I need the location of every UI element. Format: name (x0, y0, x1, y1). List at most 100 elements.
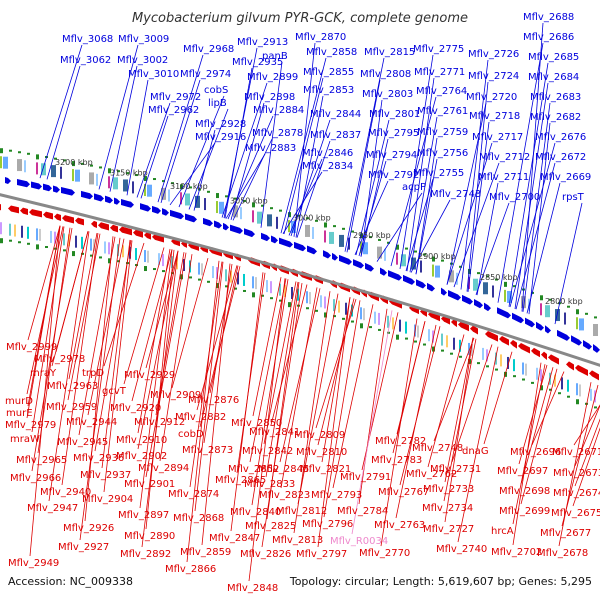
accession-label: Accession: NC_009338 (8, 575, 133, 588)
reverse-gene-label: Mflv_2866 (165, 564, 216, 575)
category-dot (522, 378, 525, 381)
forward-gene-arrow (512, 312, 524, 324)
reverse-gene-label: Mflv_2897 (118, 510, 169, 521)
forward-connector (406, 77, 435, 272)
reverse-connector (67, 233, 101, 401)
forward-connector (376, 192, 423, 262)
forward-connector (405, 178, 434, 272)
feature-box (50, 230, 52, 243)
feature-box (89, 172, 94, 185)
feature-box (195, 195, 200, 208)
category-dot (369, 326, 372, 329)
forward-connector (169, 142, 216, 206)
feature-box (108, 242, 110, 255)
forward-gene-labels: Mflv_3068 Mflv_3009 Mflv_3062 Mflv_3002 Mflv… (60, 12, 591, 203)
forward-connector (409, 116, 438, 273)
feature-box (387, 315, 389, 328)
reverse-gene-arrow (518, 343, 530, 354)
feature-box (396, 252, 398, 265)
feature-box (158, 253, 160, 266)
forward-gene-arrow (185, 213, 197, 223)
reverse-connector (94, 240, 132, 452)
reverse-gene-label: Mflv_2848 (227, 583, 278, 594)
category-dot (477, 362, 480, 365)
forward-connector (508, 62, 549, 307)
reverse-gene-label: gcvT (102, 386, 127, 397)
category-dot (450, 352, 453, 355)
category-dot (9, 239, 12, 242)
reverse-gene-label: Mflv_2927 (58, 542, 109, 553)
feature-box (212, 266, 214, 279)
feature-box (24, 160, 26, 173)
category-dot (324, 222, 327, 228)
feature-box (291, 286, 293, 299)
reverse-gene-label: Mflv_2920 (110, 403, 161, 414)
forward-gene-label: Mflv_2724 (468, 71, 519, 82)
forward-gene-label: acpP (402, 182, 426, 193)
category-dot (243, 289, 246, 292)
reverse-connector (159, 254, 193, 462)
forward-connector (295, 95, 324, 238)
feature-box (168, 189, 170, 202)
reverse-gene-label: Mflv_2876 (188, 395, 239, 406)
category-dot (153, 268, 156, 271)
reverse-connector (395, 324, 437, 519)
forward-gene-connectors (39, 22, 583, 325)
forward-connector (136, 102, 171, 198)
reverse-gene-label: Mflv_2734 (422, 503, 473, 514)
feature-box (453, 337, 455, 350)
reverse-connector (433, 337, 475, 442)
category-dot (342, 227, 345, 230)
forward-connector (39, 44, 83, 179)
forward-connector (227, 115, 274, 220)
feature-box (492, 285, 494, 298)
reverse-gene-arrow (29, 209, 42, 218)
reverse-gene-label: Mflv_2770 (359, 548, 410, 559)
forward-gene-arrow (497, 307, 511, 319)
feature-box (14, 224, 16, 237)
forward-connector (509, 142, 556, 308)
forward-gene-arrow (462, 294, 473, 305)
feature-box (564, 312, 566, 325)
reverse-connector (444, 337, 474, 523)
feature-box (60, 166, 62, 179)
forward-gene-label: Mflv_2755 (413, 168, 464, 179)
feature-box (309, 292, 311, 305)
forward-gene-label: Mflv_2968 (183, 44, 234, 55)
reverse-connector (68, 232, 98, 380)
forward-gene-arrow (380, 267, 387, 276)
reverse-connector (531, 371, 565, 446)
forward-gene-arrow (416, 279, 426, 289)
feature-box (237, 272, 239, 285)
reverse-gene-label: mraW (10, 434, 40, 445)
forward-gene-arrow (332, 252, 338, 261)
reverse-gene-arrow (119, 226, 132, 236)
category-dot (216, 283, 219, 289)
forward-gene-label: Mflv_2711 (478, 172, 529, 183)
reverse-gene-label: murE (6, 408, 33, 419)
reverse-connector (520, 368, 558, 505)
forward-connector (497, 42, 544, 303)
category-dot (72, 161, 75, 167)
feature-box (399, 319, 401, 332)
reverse-gene-label: Mflv_2868 (173, 513, 224, 524)
forward-gene-label: Mflv_2682 (530, 112, 581, 123)
feature-box (432, 330, 434, 343)
category-dot (171, 272, 174, 275)
forward-gene-arrow (474, 299, 483, 309)
reverse-gene-label: Mflv_2999 (6, 342, 57, 353)
reverse-gene-label: Mflv_2865 (215, 475, 266, 486)
forward-gene-arrow (525, 317, 535, 328)
feature-box (377, 246, 382, 259)
forward-connector (360, 99, 383, 257)
category-dot (342, 317, 345, 320)
feature-box (68, 234, 70, 247)
reverse-gene-label: Mflv_2947 (27, 503, 78, 514)
category-dot (117, 170, 120, 173)
reverse-connector (263, 281, 297, 445)
category-dot (315, 219, 318, 222)
feature-box (339, 234, 344, 247)
category-dot (333, 315, 336, 318)
forward-connector (232, 138, 273, 221)
reverse-connector (512, 364, 546, 525)
